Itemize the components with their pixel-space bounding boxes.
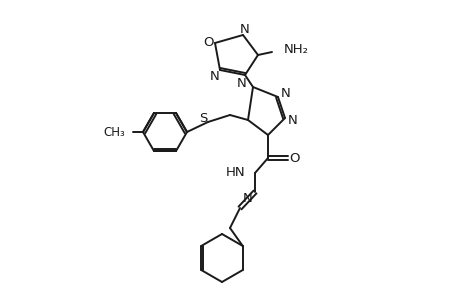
Text: O: O <box>289 152 300 164</box>
Text: NH₂: NH₂ <box>283 43 308 56</box>
Text: N: N <box>287 113 297 127</box>
Text: HN: HN <box>225 167 245 179</box>
Text: N: N <box>237 76 246 89</box>
Text: N: N <box>280 86 290 100</box>
Text: N: N <box>243 193 252 206</box>
Text: S: S <box>198 112 207 125</box>
Text: N: N <box>210 70 219 83</box>
Text: O: O <box>203 35 214 49</box>
Text: N: N <box>240 22 249 35</box>
Text: CH₃: CH₃ <box>103 125 125 139</box>
